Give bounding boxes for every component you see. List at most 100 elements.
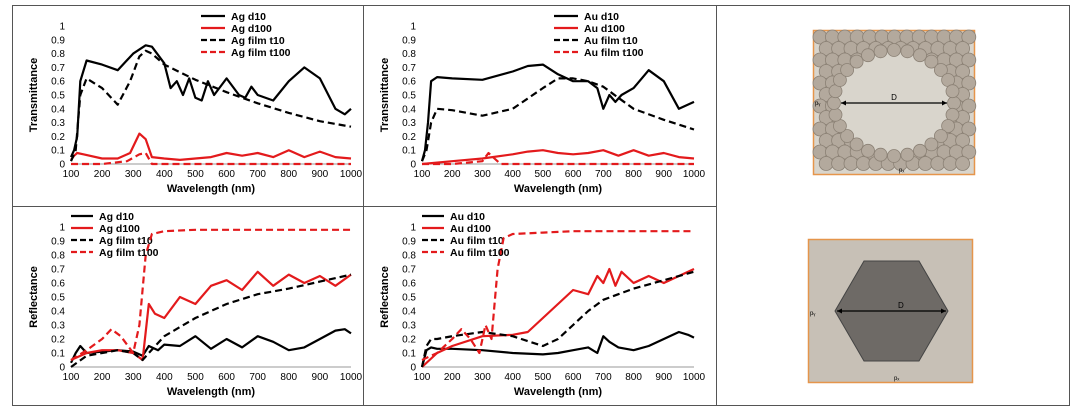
series-line-2 [420, 77, 695, 162]
y-tick-label: 0.4 [402, 104, 416, 115]
y-tick-label: 0.6 [51, 77, 65, 88]
sphere [961, 75, 977, 91]
y-tick-label: 0.2 [402, 335, 416, 346]
y-tick-label: 0.9 [51, 237, 65, 248]
x-tick-label: 700 [595, 372, 612, 383]
chart-panel-au-reflectance: 0 0.1 0.2 0.3 0.4 0.5 0.6 0.7 0.8 0.9 1 100 200 300 40… [364, 207, 716, 405]
y-tick-label: 0.6 [402, 77, 416, 88]
legend-label: Ag d10 [231, 11, 266, 23]
series-line-3 [421, 230, 694, 361]
rim-sphere [873, 147, 888, 162]
divider-v1 [363, 6, 364, 405]
sphere [961, 98, 977, 114]
hex-arrow-right [941, 308, 946, 314]
rim-sphere [947, 96, 961, 110]
diagram-sphere-array: D pᵧ pₓ [812, 29, 977, 176]
rim-sphere [900, 147, 915, 162]
x-tick-label: 1000 [683, 372, 706, 383]
x-tick-label: 300 [474, 169, 491, 180]
sphere [843, 156, 859, 171]
sphere [918, 156, 933, 171]
x-tick-label: 500 [187, 169, 204, 180]
series-line-2 [70, 273, 352, 368]
rim-sphere [934, 63, 948, 77]
y-tick-label: 0.6 [402, 279, 416, 290]
y-tick-label: 0.3 [51, 321, 65, 332]
legend-label: Ag d100 [99, 223, 140, 235]
chart-au-reflectance: 0 0.1 0.2 0.3 0.4 0.5 0.6 0.7 0.8 0.9 1 100 200 300 40… [379, 211, 706, 398]
legend-label: Au film t10 [584, 35, 638, 47]
diameter-label: D [891, 93, 897, 102]
x-tick-label: 400 [504, 372, 521, 383]
series-line-0 [70, 328, 352, 364]
legend-label: Au film t10 [450, 235, 504, 247]
sphere [955, 156, 971, 171]
series-line-3 [70, 228, 351, 361]
rim-sphere [832, 73, 847, 87]
series-line-1 [421, 267, 695, 368]
y-tick-label: 0 [59, 363, 65, 374]
rim-sphere [924, 137, 939, 152]
series-line-0 [420, 330, 695, 368]
rim-sphere [861, 143, 875, 158]
chart-panel-ag-transmittance: 0 0.1 0.2 0.3 0.4 0.5 0.6 0.7 0.8 0.9 1 100 200 300 40… [13, 6, 363, 206]
rim-sphere [849, 137, 864, 152]
y-tick-label: 0.7 [402, 265, 416, 276]
legend-label: Au d100 [450, 223, 491, 235]
px-label: pₓ [899, 168, 904, 174]
x-tick-label: 800 [625, 372, 642, 383]
legend-label: Ag film t10 [231, 35, 285, 47]
x-tick-label: 600 [565, 169, 582, 180]
sphere [961, 144, 977, 160]
x-axis-label: Wavelength (nm) [167, 386, 256, 398]
y-tick-label: 1 [410, 223, 416, 234]
sphere [831, 156, 847, 171]
rim-sphere [941, 119, 956, 133]
series-line-2 [69, 49, 352, 162]
rim-sphere [840, 129, 854, 143]
x-tick-label: 700 [595, 169, 612, 180]
x-tick-label: 300 [125, 372, 142, 383]
x-tick-label: 100 [414, 169, 431, 180]
x-axis-label: Wavelength (nm) [514, 183, 603, 195]
legend-label: Ag film t100 [99, 247, 159, 259]
x-tick-label: 700 [249, 372, 266, 383]
sphere [955, 133, 971, 148]
y-tick-label: 0.3 [402, 321, 416, 332]
legend-label: Au d10 [584, 11, 619, 23]
chart-au-transmittance: 0 0.1 0.2 0.3 0.4 0.5 0.6 0.7 0.8 0.9 1 100 200 300 40… [379, 11, 706, 195]
x-tick-label: 200 [94, 372, 111, 383]
x-tick-label: 400 [504, 169, 521, 180]
rim-sphere [861, 48, 875, 63]
x-tick-label: 300 [474, 372, 491, 383]
x-tick-label: 800 [280, 372, 297, 383]
x-tick-label: 400 [156, 169, 173, 180]
y-tick-label: 0 [410, 363, 416, 374]
y-tick-label: 0 [59, 160, 65, 171]
sphere [961, 29, 977, 45]
sphere [955, 41, 971, 56]
sphere [961, 121, 977, 137]
x-tick-label: 200 [444, 372, 461, 383]
rim-sphere [828, 107, 843, 122]
rim-sphere [945, 84, 960, 99]
y-tick-label: 0.5 [402, 91, 416, 102]
y-tick-label: 0.7 [402, 63, 416, 74]
y-tick-label: 0.3 [402, 118, 416, 129]
y-tick-label: 0.2 [51, 335, 65, 346]
py-label: pᵧ [815, 101, 820, 107]
x-tick-label: 400 [156, 372, 173, 383]
x-tick-label: 1000 [340, 372, 363, 383]
y-tick-label: 0.8 [402, 251, 416, 262]
rim-sphere [849, 54, 864, 69]
series-line-0 [420, 63, 695, 162]
x-tick-label: 800 [625, 169, 642, 180]
y-tick-label: 0.7 [51, 63, 65, 74]
x-tick-label: 600 [218, 372, 235, 383]
y-tick-label: 0.6 [51, 279, 65, 290]
rim-sphere [887, 149, 901, 163]
y-tick-label: 0.5 [51, 91, 65, 102]
hex-diameter-label: D [898, 301, 904, 310]
rim-sphere [900, 44, 915, 59]
y-tick-label: 0.4 [51, 104, 65, 115]
